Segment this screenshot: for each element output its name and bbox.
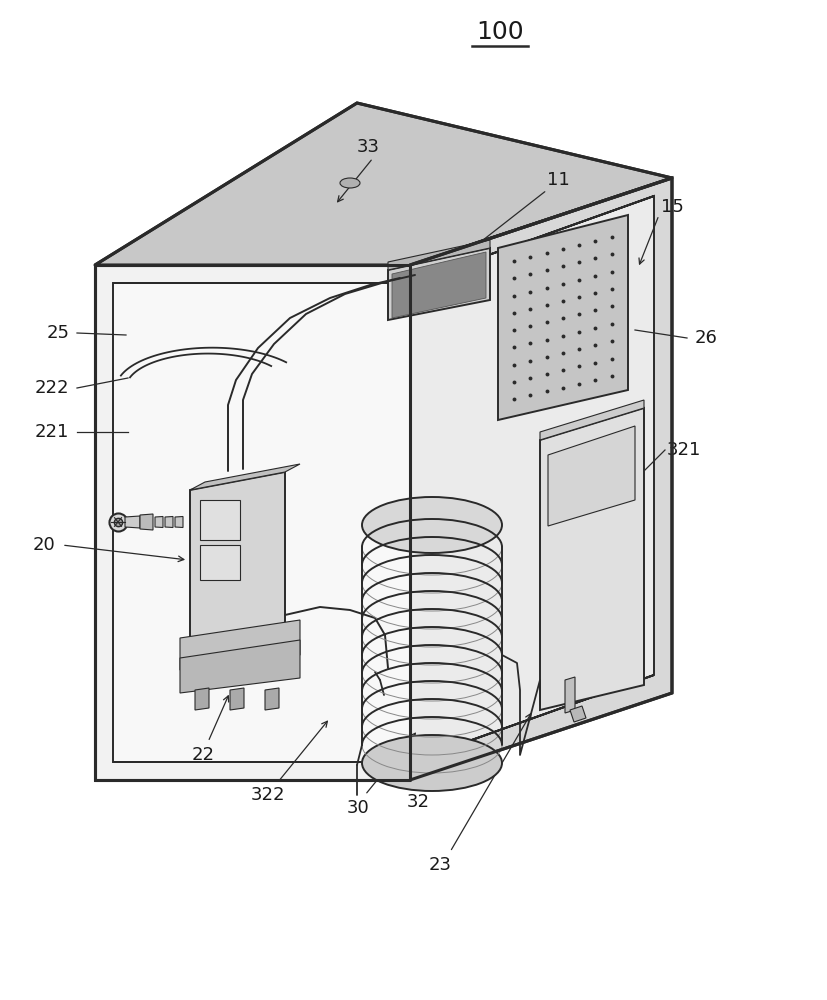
Text: 25: 25	[46, 324, 69, 342]
Text: 32: 32	[406, 793, 429, 811]
Text: 100: 100	[476, 20, 523, 44]
Polygon shape	[547, 426, 634, 526]
Polygon shape	[539, 400, 643, 440]
Polygon shape	[569, 706, 586, 722]
Polygon shape	[112, 675, 653, 762]
Polygon shape	[564, 677, 574, 713]
Text: 321: 321	[666, 441, 700, 459]
Polygon shape	[200, 545, 240, 580]
Polygon shape	[391, 252, 485, 318]
Polygon shape	[155, 516, 163, 528]
Polygon shape	[179, 640, 299, 693]
Polygon shape	[165, 516, 173, 528]
Polygon shape	[179, 620, 299, 670]
Polygon shape	[125, 516, 140, 528]
Polygon shape	[497, 215, 627, 420]
Polygon shape	[189, 472, 284, 638]
Polygon shape	[230, 688, 244, 710]
Text: 11: 11	[546, 171, 569, 189]
Text: 23: 23	[428, 856, 451, 874]
Polygon shape	[265, 688, 279, 710]
Ellipse shape	[340, 178, 360, 188]
Polygon shape	[112, 283, 409, 762]
Polygon shape	[539, 408, 643, 710]
Text: 222: 222	[35, 379, 69, 397]
Text: 26: 26	[694, 329, 716, 347]
Polygon shape	[95, 103, 672, 265]
Ellipse shape	[361, 497, 501, 553]
Text: 322: 322	[251, 786, 285, 804]
Text: 33: 33	[356, 138, 379, 156]
Polygon shape	[388, 240, 490, 270]
Polygon shape	[95, 265, 409, 780]
Text: 15: 15	[660, 198, 682, 216]
Text: 20: 20	[32, 536, 55, 554]
Polygon shape	[174, 516, 183, 528]
Polygon shape	[189, 464, 299, 490]
Text: 30: 30	[347, 799, 369, 817]
Polygon shape	[140, 514, 153, 530]
Polygon shape	[200, 500, 240, 540]
Text: 221: 221	[35, 423, 69, 441]
Polygon shape	[195, 688, 208, 710]
Ellipse shape	[361, 735, 501, 791]
Polygon shape	[112, 196, 653, 283]
Polygon shape	[388, 248, 490, 320]
Polygon shape	[409, 178, 672, 780]
Polygon shape	[409, 196, 653, 762]
Text: 22: 22	[191, 746, 214, 764]
